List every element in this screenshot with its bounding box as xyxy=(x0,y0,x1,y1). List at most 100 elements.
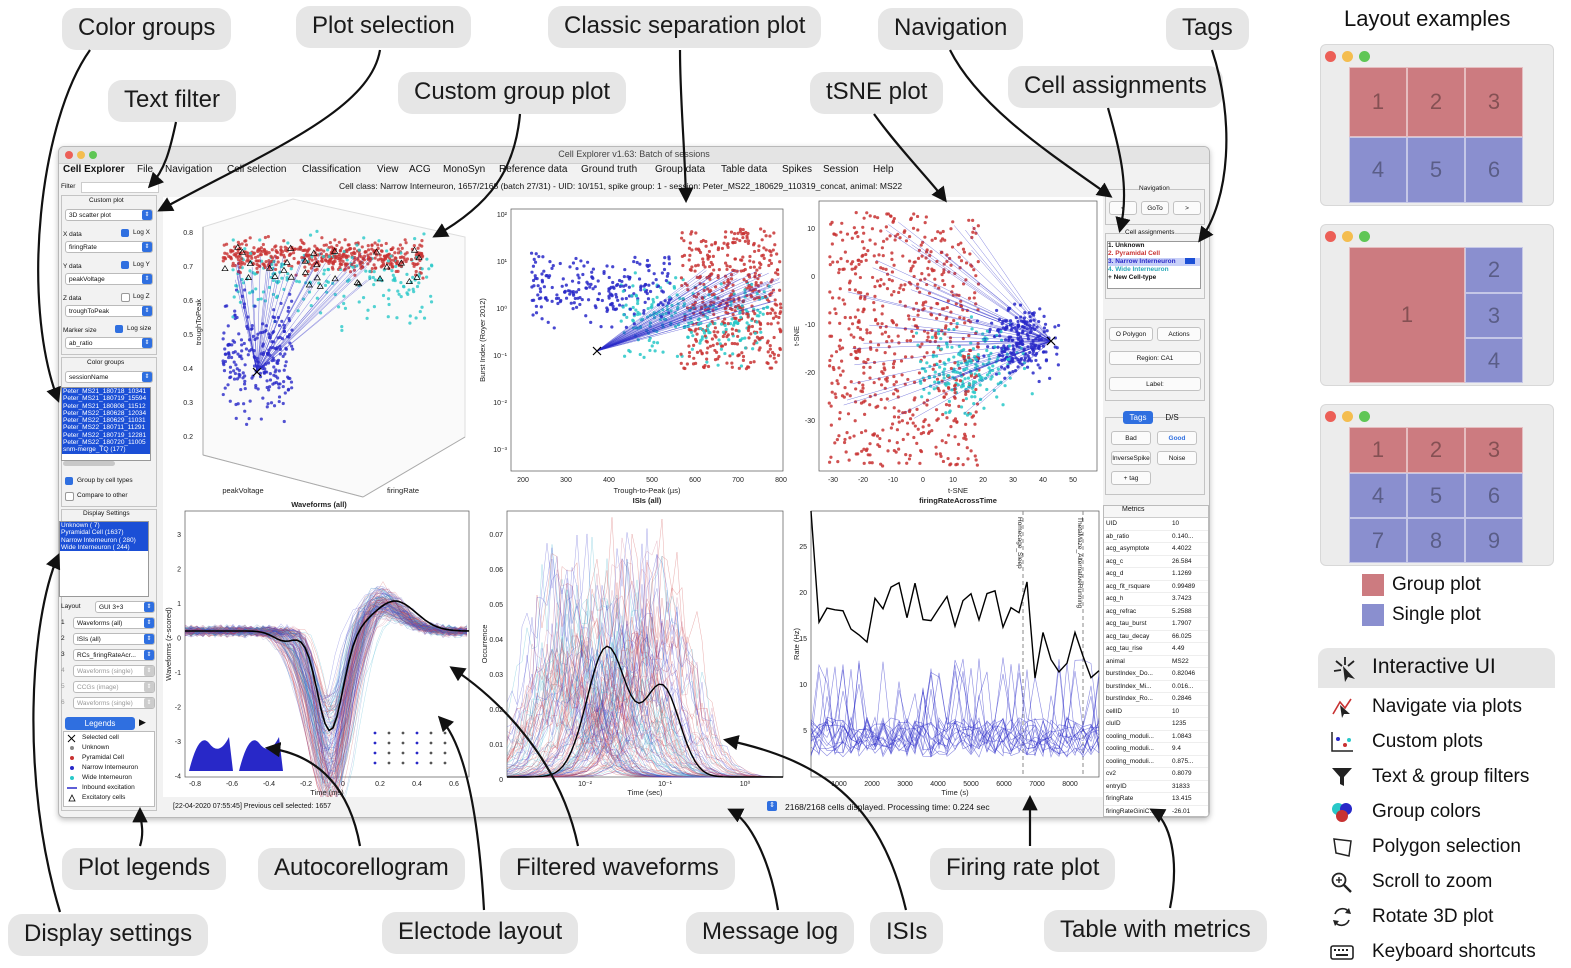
menu-reference-data[interactable]: Reference data xyxy=(499,164,568,175)
polygon-button[interactable]: O Polygon xyxy=(1109,327,1153,341)
list-item[interactable]: Peter_MS22_180629_11031 xyxy=(62,417,150,425)
menu-group-data[interactable]: Group data xyxy=(655,164,706,175)
legends-tab[interactable]: Legends xyxy=(65,717,135,730)
cell-assignments-list[interactable]: 1. Unknown 2. Pyramidal Cell 3. Narrow I… xyxy=(1107,241,1201,289)
list-item[interactable]: Peter_MS22_180711_11291 xyxy=(62,424,150,432)
plot-waveforms[interactable]: -0.8 -0.6 -0.4 -0.2 0 0.2 0.4 0.63210-1-2-3-4Wa… xyxy=(163,509,473,797)
list-item[interactable]: Pyramidal Cell (1637) xyxy=(60,529,148,537)
menu-monosyn[interactable]: MonoSyn xyxy=(443,164,486,175)
list-item[interactable]: Unknown ( 7) xyxy=(60,522,148,530)
plot-5-select[interactable]: CCGs (image) ⇕ xyxy=(73,681,155,693)
table-row[interactable]: acg_c 26.584 xyxy=(1104,556,1208,568)
menu-help[interactable]: Help xyxy=(873,164,894,175)
zoom-dot[interactable] xyxy=(89,151,97,159)
list-item[interactable]: Peter_MS22_180628_12034 xyxy=(62,409,150,418)
tab-tags[interactable]: Tags xyxy=(1123,411,1153,424)
add-tag-button[interactable]: + tag xyxy=(1111,471,1151,485)
plot-tsne[interactable]: -30 -20 -10 0 10 20 30 40 50100-10-20-30t-SNEt-S… xyxy=(789,197,1103,515)
tag-noise-button[interactable]: Noise xyxy=(1157,451,1197,465)
plot-3d-scatter[interactable]: 0.80.70.60.50.40.30.2troughToPeakpeakVol… xyxy=(163,197,475,515)
list-item[interactable]: Peter_MS22_180719_12281 xyxy=(62,431,150,440)
table-row[interactable]: cooling_moduli... 0.875... xyxy=(1104,756,1208,768)
plot-1-select[interactable]: Waveforms (all) ⇕ xyxy=(73,617,155,629)
next-cell-button[interactable]: > xyxy=(1173,201,1201,215)
table-row[interactable]: acg_tau_burst 1.7907 xyxy=(1104,618,1208,631)
plot-6-select[interactable]: Waveforms (single) ⇕ xyxy=(73,697,155,709)
table-row[interactable]: cellID 10 xyxy=(1104,706,1208,718)
table-row[interactable]: acg_fit_rsquare 0.99489 xyxy=(1104,581,1208,593)
log-size-checkbox[interactable] xyxy=(115,325,123,333)
table-row[interactable]: acg_refrac 5.2588 xyxy=(1104,606,1208,618)
menu-ground-truth[interactable]: Ground truth xyxy=(581,164,638,175)
menu-cell-selection[interactable]: Cell selection xyxy=(227,164,287,175)
table-row[interactable]: UID 10 xyxy=(1104,518,1208,531)
previous-cell-button[interactable]: < xyxy=(1109,201,1137,215)
list-item[interactable]: Wide Interneuron ( 244) xyxy=(60,543,148,552)
layout-select[interactable]: GUI 3+3 ⇕ xyxy=(95,601,155,613)
table-row[interactable]: acg_tau_rise 4.49 xyxy=(1104,643,1208,656)
list-item[interactable]: snm-merge_TQ (177) xyxy=(62,446,150,454)
table-row[interactable]: cooling_moduli... 1.0843 xyxy=(1104,731,1208,743)
goto-button[interactable]: GoTo xyxy=(1141,201,1169,215)
marker-size-select[interactable]: ab_ratio ⇕ xyxy=(65,337,153,349)
color-group-select[interactable]: sessionName ⇕ xyxy=(65,371,153,383)
table-row[interactable]: entryID 31833 xyxy=(1104,781,1208,793)
tag-good-button[interactable]: Good xyxy=(1157,431,1197,445)
log-z-checkbox[interactable] xyxy=(121,293,130,302)
table-row[interactable]: acg_d 1.1269 xyxy=(1104,568,1208,581)
label-button[interactable]: Label: xyxy=(1109,377,1201,391)
log-y-checkbox[interactable] xyxy=(121,261,129,269)
menu-spikes[interactable]: Spikes xyxy=(782,164,813,175)
table-row[interactable]: ab_ratio 0.140... xyxy=(1104,531,1208,543)
menu-view[interactable]: View xyxy=(377,164,399,175)
plot-type-select[interactable]: 3D scatter plot ⇕ xyxy=(65,209,153,221)
legends-next-icon[interactable]: ▶ xyxy=(139,717,146,727)
list-item[interactable]: Peter_MS22_180720_11005 xyxy=(62,439,150,447)
list-item[interactable]: 1. Unknown xyxy=(1108,242,1145,249)
list-item[interactable]: Peter_MS21_180719_15594 xyxy=(62,395,150,403)
menu-classification[interactable]: Classification xyxy=(302,164,361,175)
plot-2-select[interactable]: ISIs (all) ⇕ xyxy=(73,633,155,645)
log-x-checkbox[interactable] xyxy=(121,229,129,237)
table-row[interactable]: burstIndex_Ro... 0.2846 xyxy=(1104,693,1208,706)
table-row[interactable]: animal MS22 xyxy=(1104,656,1208,668)
menu-cell-explorer[interactable]: Cell Explorer xyxy=(63,164,125,175)
actions-button[interactable]: Actions xyxy=(1157,327,1201,341)
y-data-select[interactable]: peakVoltage ⇕ xyxy=(65,273,153,285)
list-item[interactable]: Peter_MS21_180808_11512 xyxy=(62,402,150,410)
list-item[interactable]: 2. Pyramidal Cell xyxy=(1108,250,1161,257)
plot-3-select[interactable]: RCs_firingRateAcr... ⇕ xyxy=(73,649,155,661)
list-item[interactable]: 3. Narrow Interneuron xyxy=(1108,258,1200,266)
filter-input[interactable] xyxy=(81,182,159,193)
session-list[interactable]: Peter_MS21_180718_10341 Peter_MS21_18071… xyxy=(61,387,151,461)
table-row[interactable]: burstIndex_Mi... 0.016... xyxy=(1104,681,1208,693)
metrics-table[interactable]: Metrics UID 10 ab_ratio 0.140... acg_asymptot… xyxy=(1103,505,1209,817)
tab-ds[interactable]: D/S xyxy=(1165,413,1179,422)
table-row[interactable]: burstIndex_Do... 0.82046 xyxy=(1104,668,1208,681)
table-row[interactable]: acg_tau_decay 66.025 xyxy=(1104,631,1208,643)
status-dropdown-icon[interactable]: ⇕ xyxy=(767,801,777,811)
list-item[interactable]: 4. Wide Interneuron xyxy=(1108,266,1169,273)
table-row[interactable]: firingRate 13.415 xyxy=(1104,793,1208,806)
plot-firing-rate[interactable]: 1000 2000 3000 4000 5000 6000 7000 800025201510… xyxy=(789,509,1103,797)
list-item[interactable]: Peter_MS21_180718_10341 xyxy=(62,388,150,396)
table-row[interactable]: firingRateGiniC... -26.01 xyxy=(1104,806,1208,817)
table-row[interactable]: cluID 1235 xyxy=(1104,718,1208,731)
list-item[interactable]: Narrow Interneuron ( 280) xyxy=(60,536,148,544)
group-by-cell-types-checkbox[interactable] xyxy=(65,477,73,485)
menu-file[interactable]: File xyxy=(137,164,154,175)
list-item[interactable]: + New Cell-type xyxy=(1108,274,1157,281)
table-row[interactable]: acg_asymptote 4.4022 xyxy=(1104,543,1208,556)
x-data-select[interactable]: firingRate ⇕ xyxy=(65,241,153,253)
plot-4-select[interactable]: Waveforms (single) ⇕ xyxy=(73,665,155,677)
region-button[interactable]: Region: CA1 xyxy=(1109,351,1201,365)
plot-separation[interactable]: 200 300 400 500 600 700 80010²10¹10⁰10⁻¹10⁻²10… xyxy=(473,197,789,515)
table-row[interactable]: cooling_moduli... 9.4 xyxy=(1104,743,1208,756)
table-row[interactable]: cv2 0.8079 xyxy=(1104,768,1208,781)
menu-acg[interactable]: ACG xyxy=(409,164,431,175)
tag-inverse-spike-button[interactable]: InverseSpike xyxy=(1111,451,1151,465)
z-data-select[interactable]: troughToPeak ⇕ xyxy=(65,305,153,317)
tag-bad-button[interactable]: Bad xyxy=(1111,431,1151,445)
menu-navigation[interactable]: Navigation xyxy=(165,164,213,175)
